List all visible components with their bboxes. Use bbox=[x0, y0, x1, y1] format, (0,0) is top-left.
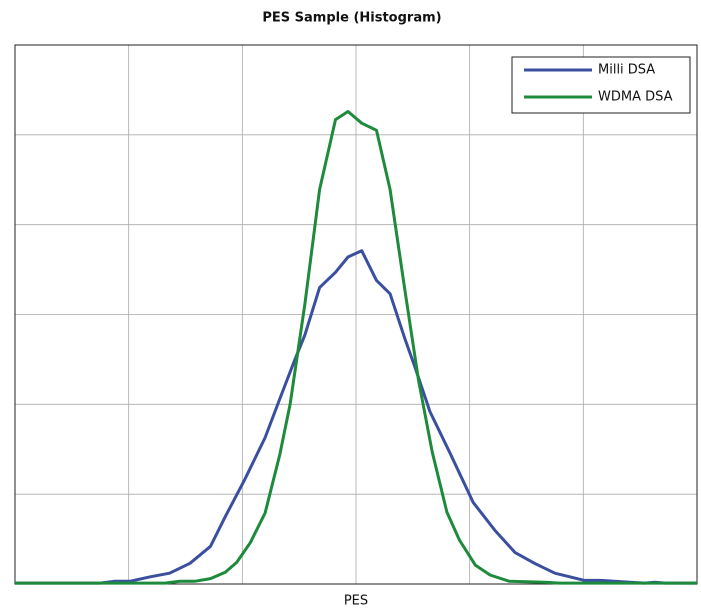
plot-frame bbox=[14, 44, 698, 585]
legend-label: WDMA DSA bbox=[598, 90, 673, 105]
legend: Milli DSA WDMA DSA bbox=[511, 56, 691, 114]
x-axis-label: PES bbox=[344, 594, 368, 609]
legend-label: Milli DSA bbox=[598, 63, 655, 78]
chart-title: PES Sample (Histogram) bbox=[262, 11, 441, 26]
series-line bbox=[15, 249, 697, 585]
legend-box bbox=[511, 56, 691, 114]
series-line bbox=[15, 110, 697, 585]
